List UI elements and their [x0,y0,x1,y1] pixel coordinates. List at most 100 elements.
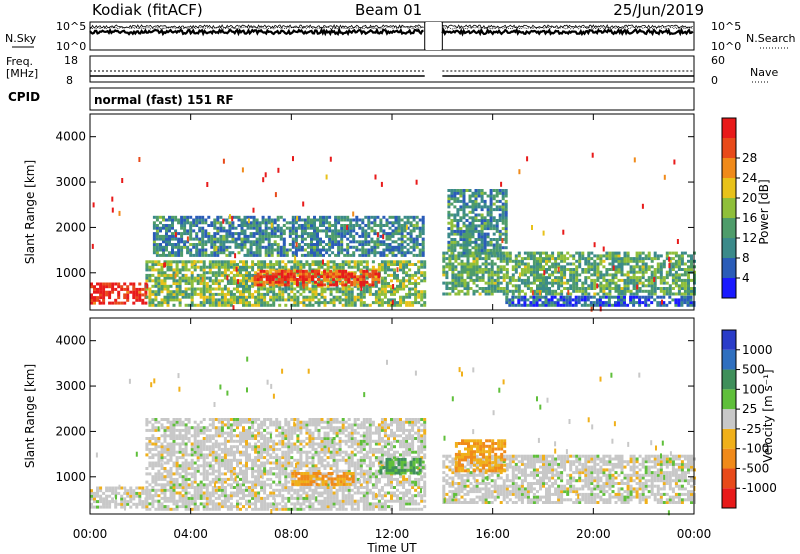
power-cell [545,259,548,263]
power-cell [359,301,363,305]
power-cell [474,208,478,212]
velocity-cell [199,428,203,432]
power-cell [90,282,93,286]
velocity-cell [145,467,149,470]
velocity-cell [193,420,197,424]
power-cell [135,293,139,297]
power-cell [340,234,344,238]
power-cell [484,270,488,274]
power-cell [502,292,506,296]
power-cell [306,218,310,222]
power-cell [269,268,273,272]
velocity-cell [166,480,170,484]
velocity-cell [202,447,206,451]
power-cell [493,273,497,277]
velocity-cell [187,491,191,495]
power-cell [548,273,551,277]
power-cell [581,287,585,290]
power-cell [481,289,485,293]
power-cell [373,215,377,219]
power-cell [160,298,164,302]
power-cell [303,232,307,236]
power-cell [181,268,185,272]
velocity-cell [236,434,239,438]
velocity-cell [129,486,133,490]
power-cell [141,287,145,291]
power-cell [105,293,109,297]
power-cell [532,262,536,266]
power-cell [465,238,469,241]
power-cell [364,248,368,252]
power-cell [300,248,304,252]
power-cell [459,238,463,241]
velocity-cell [126,491,130,495]
power-cell [277,283,281,287]
power-cell [169,290,173,294]
power-cell [159,221,162,225]
velocity-cell [154,437,158,440]
velocity-cell [208,472,212,476]
power-cell [264,229,268,233]
power-cell [580,295,584,299]
velocity-cell [178,505,182,509]
power-cell [474,202,478,206]
power-cell [466,273,470,277]
power-cell [264,226,268,230]
velocity-cell [90,505,93,509]
power-cell [584,276,588,280]
power-cell [275,263,279,266]
power-cell [211,295,215,299]
power-cell [219,248,223,252]
power-cell [102,296,106,300]
velocity-cell [220,502,224,506]
power-cell [674,262,678,266]
power-cell [190,301,194,305]
power-cell [359,269,363,273]
power-cell [251,273,255,277]
power-cell [406,215,410,219]
velocity-cell [111,497,115,501]
power-cell [629,292,633,296]
power-cell [328,221,332,225]
power-cell [668,289,672,293]
power-cell [471,235,475,239]
power-cell [262,283,266,287]
power-cell [517,251,521,255]
velocity-cell [102,491,106,495]
power-cell [263,292,267,296]
power-cell [168,251,171,255]
power-cell [198,229,202,233]
power-cell [394,229,398,233]
power-cell [590,265,594,269]
power-cell [166,292,170,296]
power-cell [219,251,223,255]
power-cell [457,276,461,280]
power-cell [237,243,241,246]
velocity-cell [205,488,209,492]
power-cell [536,259,539,263]
velocity-cell [220,450,224,454]
power-cell [222,229,226,233]
power-cell [283,283,287,287]
power-cell [475,254,479,258]
power-cell [308,303,312,307]
power-cell [249,221,253,225]
power-cell [308,263,312,266]
velocity-cell [154,483,158,487]
power-cell [232,268,236,272]
power-cell [195,232,199,236]
velocity-cell [184,437,188,440]
power-cell [391,234,395,238]
power-cell [677,259,681,263]
power-cell [451,287,455,290]
power-cell [502,289,506,293]
power-cell [380,298,384,302]
power-cell [243,221,247,225]
power-cell [344,283,348,287]
cpid-value: normal (fast) 151 RF [94,93,234,107]
power-cell [184,260,188,264]
velocity-cell [169,486,173,489]
power-cell [536,284,539,288]
power-cell [611,295,614,299]
power-cell [132,296,136,300]
